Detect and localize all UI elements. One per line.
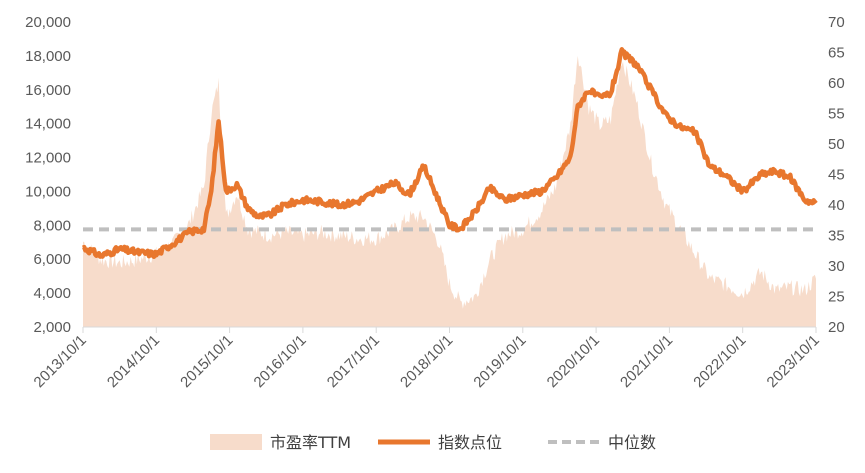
index-line-layer: [81, 47, 818, 260]
y-left-tick-label: 4,000: [33, 285, 71, 302]
x-tick-label: 2022/10/1: [690, 332, 749, 391]
x-tick-label: 2021/10/1: [617, 332, 676, 391]
pe-area-layer: [83, 55, 816, 328]
x-tick-label: 2020/10/1: [544, 332, 603, 391]
y-left-tick-label: 20,000: [25, 14, 71, 31]
y-left-tick-label: 16,000: [25, 82, 71, 99]
y-right-tick-label: 20: [828, 319, 845, 336]
legend-swatch-pe: [210, 434, 262, 450]
legend-label-median: 中位数: [608, 433, 656, 452]
y-left-tick-label: 12,000: [25, 150, 71, 167]
x-tick-label: 2017/10/1: [324, 332, 383, 391]
y-left-tick-label: 10,000: [25, 183, 71, 200]
y-left-tick-label: 18,000: [25, 48, 71, 65]
y-left-tick-label: 8,000: [33, 217, 71, 234]
legend-label-pe: 市盈率TTM: [270, 433, 351, 452]
x-tick-label: 2023/10/1: [764, 332, 823, 391]
y-right-tick-label: 50: [828, 136, 845, 153]
y-right-tick-label: 45: [828, 167, 845, 184]
x-tick-label: 2015/10/1: [177, 332, 236, 391]
y-right-tick-label: 40: [828, 197, 845, 214]
x-tick-label: 2018/10/1: [397, 332, 456, 391]
y-right-tick-label: 30: [828, 258, 845, 275]
y-right-tick-label: 70: [828, 14, 845, 31]
legend-label-index: 指数点位: [438, 433, 502, 452]
y-right-tick-label: 65: [828, 45, 845, 62]
y-right-tick-label: 60: [828, 75, 845, 92]
y-left-tick-label: 2,000: [33, 319, 71, 336]
x-tick-label: 2013/10/1: [31, 332, 90, 391]
axes-layer: 2,000 4,000 6,000 8,000 10,000 12,000 14,000 16…: [25, 14, 845, 391]
pe-ttm-area: [83, 55, 816, 328]
x-tick-label: 2019/10/1: [470, 332, 529, 391]
x-tick-label: 2016/10/1: [251, 332, 310, 391]
y-right-tick-label: 55: [828, 106, 845, 123]
y-right-tick-label: 35: [828, 228, 845, 245]
legend: 市盈率TTM 指数点位 中位数: [210, 433, 656, 452]
x-tick-label: 2014/10/1: [104, 332, 163, 391]
y-left-tick-label: 14,000: [25, 116, 71, 133]
y-left-tick-label: 6,000: [33, 251, 71, 268]
y-right-tick-label: 25: [828, 289, 845, 306]
index-line: [81, 47, 818, 260]
